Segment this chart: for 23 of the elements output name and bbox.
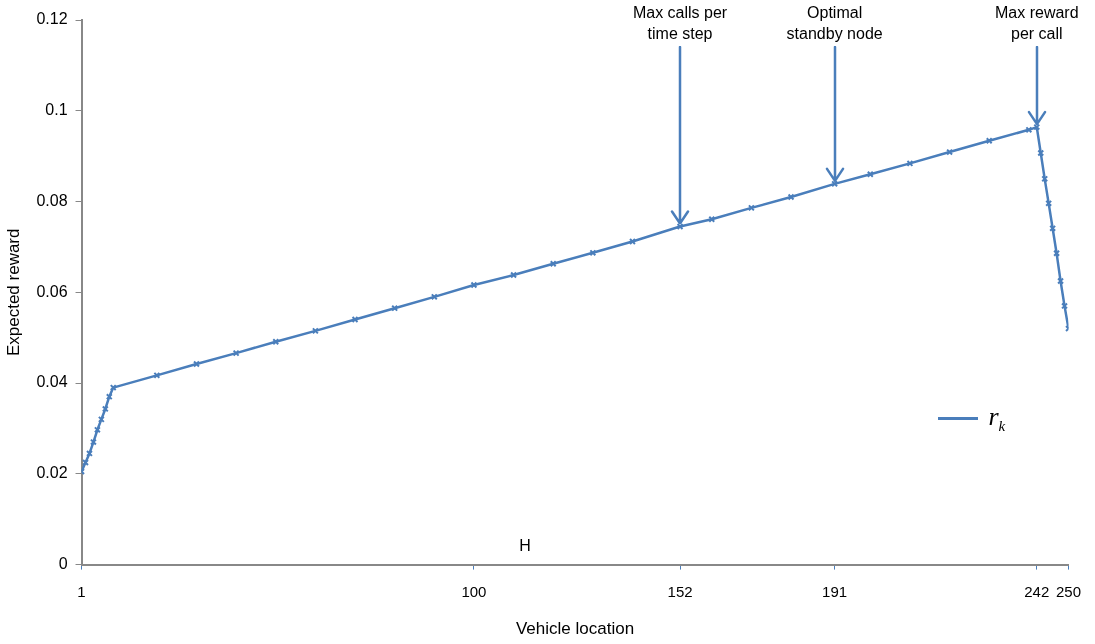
- y-axis-title: Expected reward: [3, 228, 23, 357]
- legend-label: r$_{k}$: [988, 402, 1006, 436]
- annotation: Max reward per call: [994, 4, 1079, 42]
- point: [101, 405, 109, 413]
- x-tick-label: 152: [667, 582, 693, 600]
- annotation: H: [519, 537, 531, 555]
- x-tick-label: 1: [77, 582, 86, 600]
- y-tick-label: 0.1: [45, 101, 68, 119]
- y-tick-label: 0.04: [36, 373, 68, 391]
- x-tick-label: 100: [461, 582, 487, 600]
- x-tick-label: 242: [1024, 582, 1050, 600]
- x-axis-title: Vehicle location: [515, 619, 635, 639]
- point: [1037, 149, 1045, 157]
- point: [1033, 123, 1041, 131]
- annotation: Max calls per time step: [632, 4, 728, 42]
- y-tick-label: 0.12: [36, 10, 68, 28]
- annotation: Optimal standby node: [786, 4, 883, 42]
- x-tick-label: 191: [822, 582, 848, 600]
- x-tick-label: 250: [1055, 582, 1081, 600]
- y-tick-label: 0.08: [36, 191, 68, 209]
- y-tick-label: 0: [58, 555, 68, 573]
- y-tick-label: 0.02: [36, 464, 68, 482]
- y-tick-label: 0.06: [36, 282, 68, 300]
